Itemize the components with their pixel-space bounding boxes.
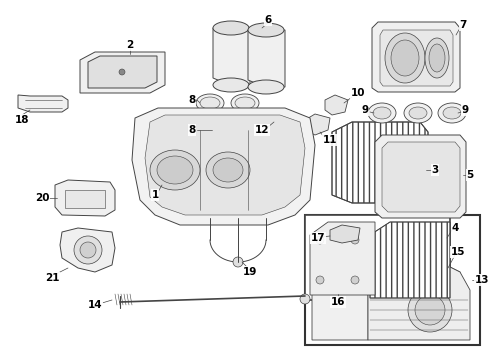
Polygon shape bbox=[248, 30, 285, 87]
Polygon shape bbox=[332, 122, 428, 203]
Circle shape bbox=[351, 236, 359, 244]
Text: 20: 20 bbox=[35, 193, 49, 203]
Text: 17: 17 bbox=[311, 233, 325, 243]
Polygon shape bbox=[55, 180, 115, 216]
Circle shape bbox=[351, 276, 359, 284]
Ellipse shape bbox=[429, 44, 445, 72]
Text: 3: 3 bbox=[431, 165, 439, 175]
Circle shape bbox=[119, 69, 125, 75]
Polygon shape bbox=[270, 112, 295, 128]
Ellipse shape bbox=[391, 40, 419, 76]
Circle shape bbox=[316, 276, 324, 284]
Ellipse shape bbox=[196, 94, 224, 112]
Polygon shape bbox=[382, 142, 460, 212]
Text: 13: 13 bbox=[475, 275, 489, 285]
Ellipse shape bbox=[215, 124, 235, 136]
Polygon shape bbox=[312, 262, 460, 295]
Bar bbox=[65, 190, 105, 208]
Bar bbox=[305, 215, 450, 300]
Text: 2: 2 bbox=[126, 40, 134, 50]
Text: 11: 11 bbox=[323, 135, 337, 145]
Circle shape bbox=[408, 288, 452, 332]
Polygon shape bbox=[145, 115, 305, 215]
Text: 9: 9 bbox=[362, 105, 368, 115]
Text: 9: 9 bbox=[462, 105, 468, 115]
Text: 1: 1 bbox=[151, 190, 159, 200]
Ellipse shape bbox=[404, 103, 432, 123]
Polygon shape bbox=[330, 225, 360, 243]
Polygon shape bbox=[18, 95, 68, 112]
Ellipse shape bbox=[213, 21, 249, 35]
Polygon shape bbox=[380, 30, 453, 86]
Ellipse shape bbox=[248, 80, 284, 94]
Polygon shape bbox=[325, 95, 348, 115]
Text: 15: 15 bbox=[451, 247, 465, 257]
Polygon shape bbox=[372, 22, 460, 92]
Text: 4: 4 bbox=[451, 223, 459, 233]
Ellipse shape bbox=[213, 78, 249, 92]
Circle shape bbox=[316, 236, 324, 244]
Ellipse shape bbox=[443, 107, 461, 119]
Polygon shape bbox=[375, 135, 466, 218]
Polygon shape bbox=[370, 222, 450, 298]
Text: 10: 10 bbox=[351, 88, 365, 98]
Polygon shape bbox=[368, 252, 470, 340]
Text: 6: 6 bbox=[265, 15, 271, 25]
Ellipse shape bbox=[248, 23, 284, 37]
Circle shape bbox=[415, 295, 445, 325]
Ellipse shape bbox=[206, 152, 250, 188]
Ellipse shape bbox=[200, 97, 220, 109]
Polygon shape bbox=[330, 262, 368, 285]
Ellipse shape bbox=[385, 33, 425, 83]
Text: 8: 8 bbox=[188, 95, 196, 105]
Polygon shape bbox=[305, 114, 330, 135]
Polygon shape bbox=[88, 56, 157, 88]
Bar bbox=[305, 215, 480, 345]
Text: 7: 7 bbox=[459, 20, 466, 30]
Text: 16: 16 bbox=[331, 297, 345, 307]
Text: 19: 19 bbox=[243, 267, 257, 277]
Circle shape bbox=[300, 294, 310, 304]
Polygon shape bbox=[80, 52, 165, 93]
Text: 12: 12 bbox=[255, 125, 269, 135]
Polygon shape bbox=[132, 108, 315, 225]
Ellipse shape bbox=[231, 94, 259, 112]
Ellipse shape bbox=[373, 107, 391, 119]
Text: 14: 14 bbox=[88, 300, 102, 310]
Text: 5: 5 bbox=[466, 170, 474, 180]
Ellipse shape bbox=[150, 150, 200, 190]
Ellipse shape bbox=[235, 97, 255, 109]
Ellipse shape bbox=[211, 121, 239, 139]
Polygon shape bbox=[213, 28, 250, 85]
Circle shape bbox=[233, 257, 243, 267]
Ellipse shape bbox=[425, 38, 449, 78]
Polygon shape bbox=[312, 252, 368, 340]
Ellipse shape bbox=[438, 103, 466, 123]
Text: 18: 18 bbox=[15, 115, 29, 125]
Ellipse shape bbox=[213, 158, 243, 182]
Polygon shape bbox=[60, 228, 115, 272]
Circle shape bbox=[80, 242, 96, 258]
Polygon shape bbox=[310, 222, 375, 295]
Ellipse shape bbox=[157, 156, 193, 184]
Ellipse shape bbox=[409, 107, 427, 119]
Text: 21: 21 bbox=[45, 273, 59, 283]
Text: 8: 8 bbox=[188, 125, 196, 135]
Ellipse shape bbox=[368, 103, 396, 123]
Circle shape bbox=[74, 236, 102, 264]
